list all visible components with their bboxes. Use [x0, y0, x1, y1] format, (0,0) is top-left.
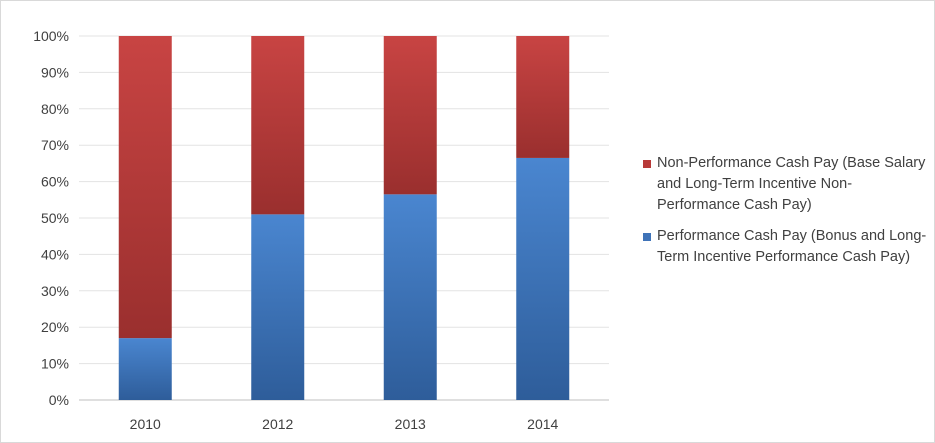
y-tick-label: 30%	[41, 283, 69, 299]
bar-segment	[251, 36, 305, 215]
bar-segment	[516, 157, 570, 400]
bar-segment	[383, 194, 437, 400]
legend-item-non-performance: Non-Performance Cash Pay (Base Salary an…	[643, 153, 933, 216]
x-tick-label: 2012	[262, 416, 293, 432]
legend-swatch-non-performance	[643, 160, 651, 168]
legend-swatch-performance	[643, 233, 651, 241]
bar-segment	[118, 36, 172, 339]
y-tick-label: 80%	[41, 101, 69, 117]
bar-segment	[516, 36, 570, 158]
x-tick-label: 2014	[527, 416, 558, 432]
y-tick-label: 60%	[41, 174, 69, 190]
y-tick-label: 70%	[41, 137, 69, 153]
legend-label-non-performance: Non-Performance Cash Pay (Base Salary an…	[657, 155, 926, 213]
y-tick-label: 90%	[41, 64, 69, 80]
bar-segment	[383, 36, 437, 195]
y-tick-label: 0%	[49, 392, 69, 408]
bar-segment	[118, 338, 172, 400]
legend: Non-Performance Cash Pay (Base Salary an…	[643, 153, 933, 268]
legend-item-performance: Performance Cash Pay (Bonus and Long-Ter…	[643, 226, 933, 268]
y-tick-label: 10%	[41, 356, 69, 372]
x-tick-label: 2013	[395, 416, 426, 432]
y-tick-label: 50%	[41, 210, 69, 226]
y-tick-label: 20%	[41, 319, 69, 335]
bar-segment	[251, 214, 305, 400]
legend-label-performance: Performance Cash Pay (Bonus and Long-Ter…	[657, 228, 927, 265]
y-tick-label: 100%	[33, 28, 69, 44]
stacked-bar-plot: 0% 10% 20% 30% 40% 50% 60% 70% 80% 90% 100% 2010 201…	[33, 28, 609, 432]
y-tick-label: 40%	[41, 246, 69, 262]
x-tick-label: 2010	[130, 416, 161, 432]
